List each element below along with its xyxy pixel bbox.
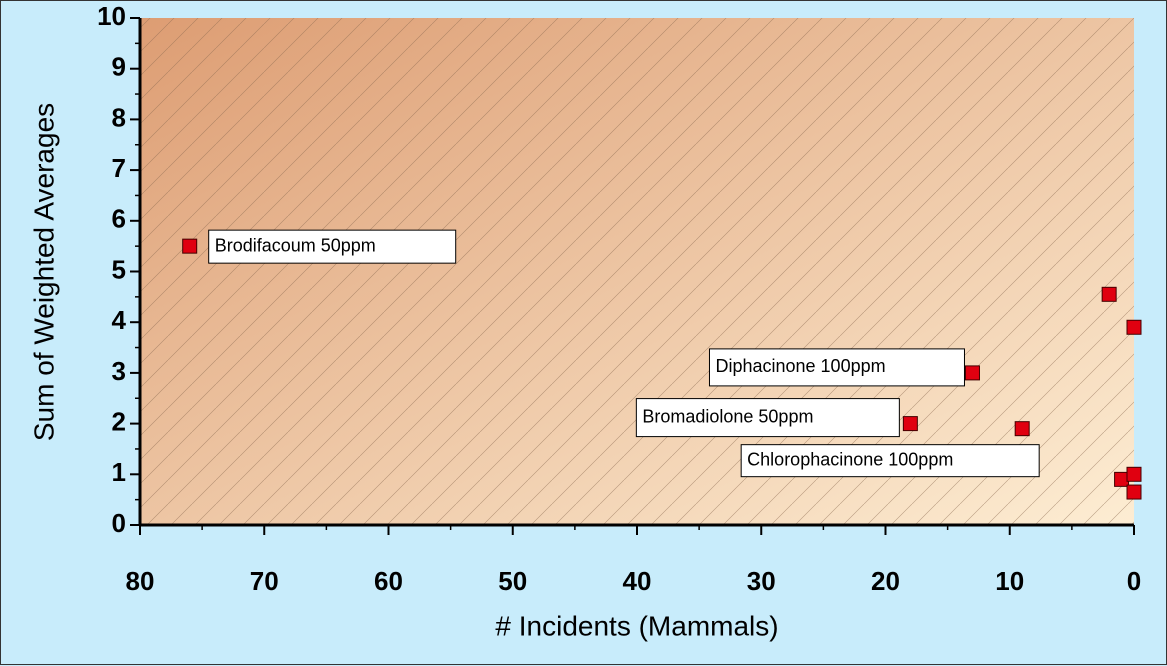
annotation-box	[208, 229, 457, 264]
x-tick-label: 0	[1127, 566, 1141, 596]
point	[1126, 319, 1142, 335]
annotation: Bromadiolone 50ppm	[642, 406, 813, 426]
y-tick-label: 5	[112, 254, 126, 284]
y-tick-label: 1	[112, 457, 126, 487]
x-tick-label: 20	[871, 566, 900, 596]
point	[964, 365, 980, 381]
x-tick-label: 10	[995, 566, 1024, 596]
point	[1126, 466, 1142, 482]
point	[902, 416, 918, 432]
x-tick-label: 30	[747, 566, 776, 596]
y-tick-label: 10	[97, 1, 126, 31]
y-tick-label: 7	[112, 153, 126, 183]
point	[1014, 421, 1030, 437]
y-tick-label: 2	[112, 406, 126, 436]
x-tick-label: 50	[498, 566, 527, 596]
x-tick-label: 60	[374, 566, 403, 596]
y-axis-title: Sum of Weighted Averages	[28, 103, 59, 441]
point	[1114, 471, 1130, 487]
x-axis-title: # Incidents (Mammals)	[495, 610, 778, 641]
y-tick-label: 6	[112, 204, 126, 234]
y-tick-label: 9	[112, 52, 126, 82]
point	[1126, 484, 1142, 500]
y-tick-label: 0	[112, 508, 126, 538]
annotation: Brodifacoum 50ppm	[215, 235, 376, 255]
x-tick-label: 80	[126, 566, 155, 596]
annotation-box	[708, 348, 965, 387]
point	[182, 238, 198, 254]
plot-hatch	[140, 18, 1134, 525]
annotation-box	[635, 398, 900, 438]
x-tick-label: 40	[623, 566, 652, 596]
annotation: Diphacinone 100ppm	[715, 356, 885, 376]
y-tick-label: 8	[112, 102, 126, 132]
annotation: Chlorophacinone 100ppm	[747, 449, 953, 469]
point	[1101, 286, 1117, 302]
x-tick-label: 70	[250, 566, 279, 596]
y-tick-label: 3	[112, 356, 126, 386]
y-tick-label: 4	[112, 305, 127, 335]
annotation-box	[740, 444, 1040, 478]
